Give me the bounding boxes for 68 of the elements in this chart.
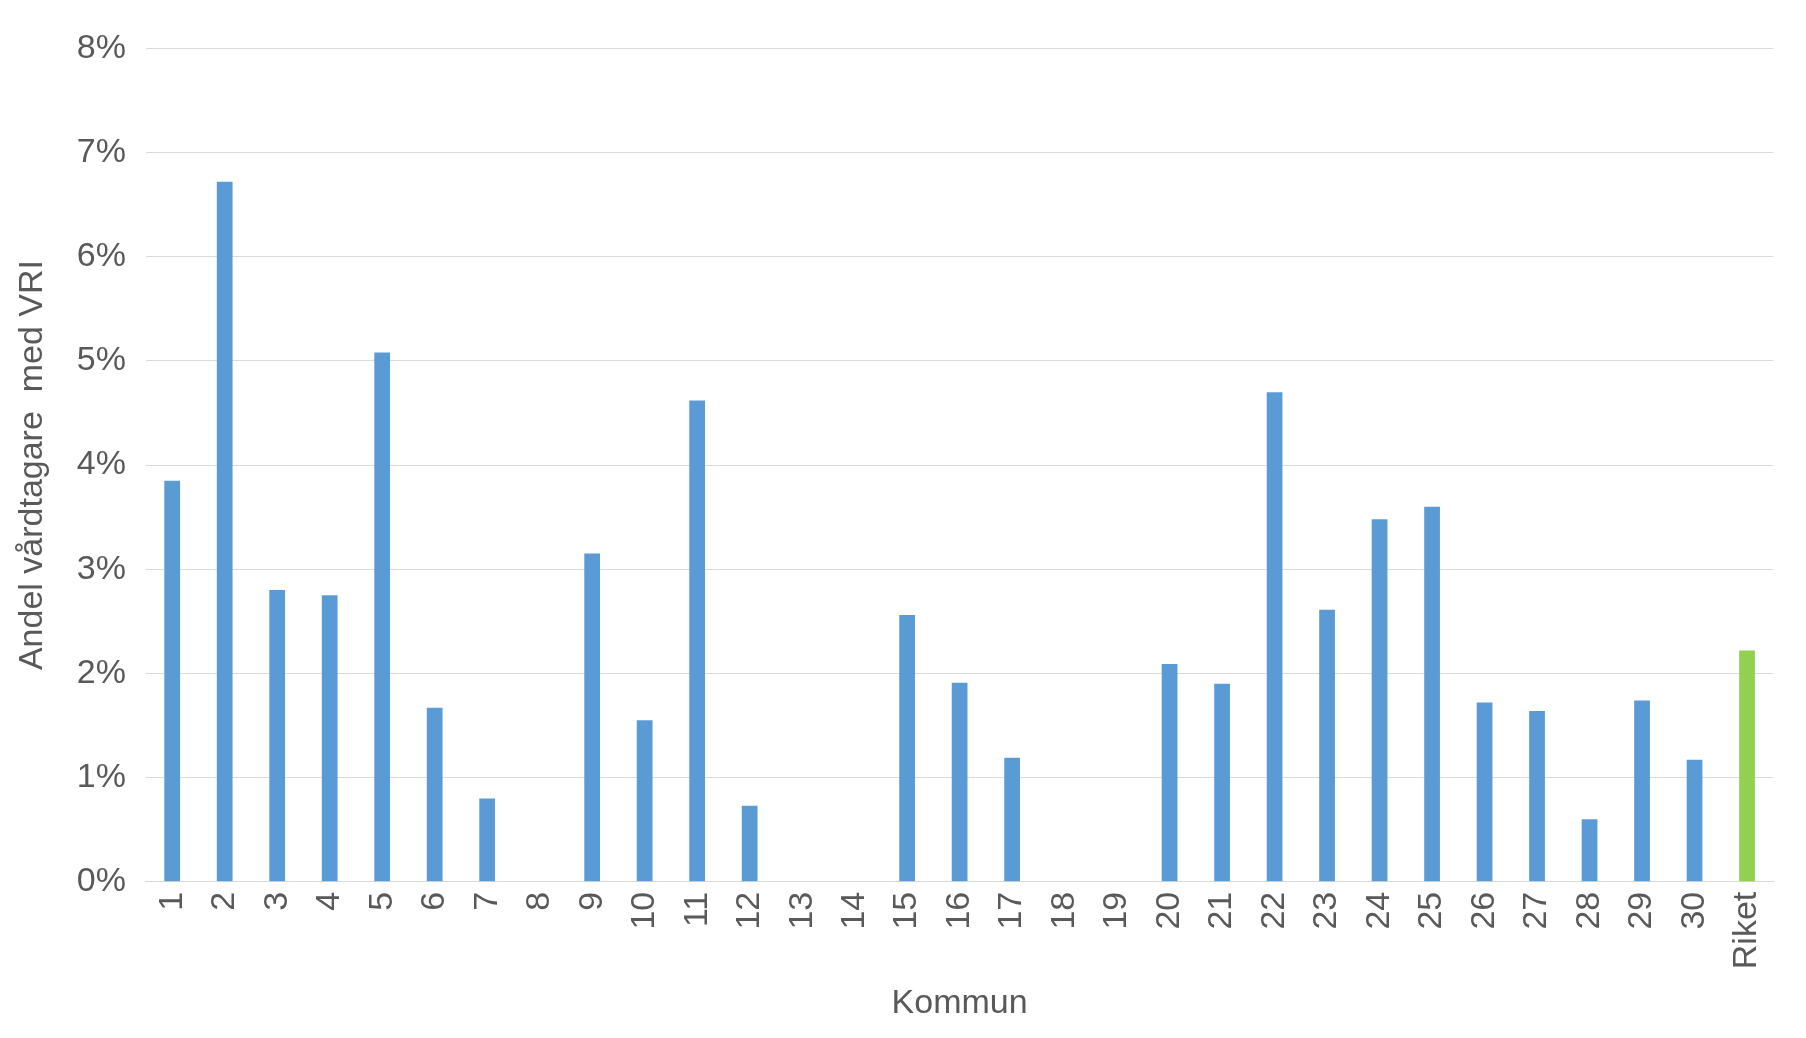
y-tick-label: 8%	[76, 26, 126, 65]
bar	[479, 798, 496, 882]
x-tick-label: 10	[623, 891, 662, 930]
bar	[1581, 819, 1598, 882]
bar	[1266, 392, 1283, 882]
x-tick-label: 30	[1672, 891, 1711, 930]
bar	[584, 553, 601, 882]
x-tick-label: 29	[1620, 891, 1659, 930]
bar	[1686, 759, 1703, 882]
x-tick-label: Riket	[1725, 891, 1764, 970]
bar	[1424, 506, 1440, 882]
x-tick-label: 6	[413, 891, 452, 911]
bar	[1739, 650, 1755, 882]
bar	[374, 352, 391, 882]
y-tick-label: 3%	[76, 547, 126, 586]
x-tick-label: 18	[1042, 891, 1081, 930]
x-tick-label: 7	[465, 891, 504, 911]
x-tick-label: 5	[360, 891, 399, 911]
x-tick-label: 28	[1567, 891, 1606, 930]
x-tick-label: 27	[1515, 891, 1554, 930]
bar	[1214, 683, 1230, 882]
x-tick-label: 24	[1357, 891, 1396, 930]
bar	[741, 805, 758, 882]
bar	[269, 590, 286, 882]
bar	[1319, 609, 1335, 882]
y-tick-label: 1%	[76, 755, 126, 794]
bar	[636, 720, 653, 882]
x-tick-label: 13	[780, 891, 819, 930]
bar	[689, 400, 706, 882]
bar	[1161, 664, 1178, 882]
x-tick-label: 9	[570, 891, 609, 911]
x-tick-label: 22	[1252, 891, 1291, 930]
x-tick-label: 15	[885, 891, 924, 930]
y-tick-label: 7%	[76, 130, 126, 169]
y-tick-label: 5%	[76, 339, 126, 378]
bar	[321, 595, 338, 882]
y-tick-label: 2%	[76, 651, 126, 690]
bar	[1634, 700, 1650, 882]
x-tick-label: 23	[1305, 891, 1344, 930]
y-tick-label: 0%	[76, 860, 126, 899]
bar	[1529, 710, 1545, 882]
x-tick-label: 16	[937, 891, 976, 930]
x-tick-label: 3	[255, 891, 294, 911]
x-tick-label: 19	[1095, 891, 1134, 930]
x-tick-label: 26	[1462, 891, 1501, 930]
y-tick-label: 6%	[76, 235, 126, 274]
x-tick-label: 2	[203, 891, 242, 911]
bar	[426, 707, 443, 882]
bar	[164, 480, 181, 882]
bar	[216, 181, 233, 882]
y-axis-title: Andel vårdtagare med VRI	[10, 260, 49, 671]
x-tick-label: 11	[675, 891, 714, 928]
x-tick-label: 21	[1200, 891, 1239, 930]
y-tick-label: 4%	[76, 443, 126, 482]
x-tick-label: 8	[518, 891, 557, 911]
bar	[951, 682, 968, 882]
x-tick-label: 4	[308, 891, 347, 911]
bar	[1476, 702, 1493, 882]
x-tick-label: 17	[990, 891, 1029, 930]
x-tick-label: 20	[1147, 891, 1186, 930]
x-axis-title: Kommun	[891, 981, 1028, 1020]
bar	[899, 615, 915, 882]
x-tick-label: 1	[150, 891, 189, 911]
bar	[1371, 519, 1388, 882]
x-tick-label: 14	[833, 891, 871, 930]
x-tick-label: 12	[728, 891, 767, 930]
bar	[1004, 757, 1020, 882]
x-tick-label: 25	[1410, 891, 1449, 930]
